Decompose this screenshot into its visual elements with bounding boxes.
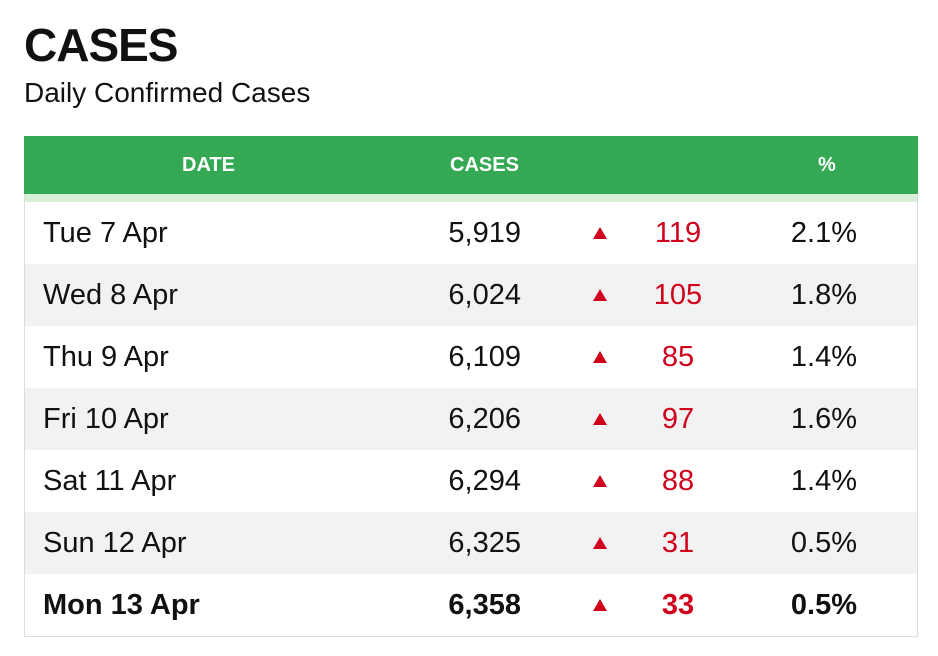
header-accent-bar [25,194,917,202]
triangle-up-icon [592,202,608,264]
row-cases: 6,109 [448,341,521,373]
row-change: 31 [661,527,695,559]
row-date: Mon 13 Apr [43,589,200,621]
table-row-latest: Mon 13 Apr 6,358 33 0.5% [25,574,917,636]
row-cases: 6,024 [448,279,521,311]
table-row: Wed 8 Apr 6,024 105 1.8% [25,264,917,326]
table-row: Sun 12 Apr 6,325 31 0.5% [25,512,917,574]
triangle-up-icon [592,388,608,450]
row-date: Wed 8 Apr [43,279,178,311]
table-header: DATE CASES % [24,136,918,194]
row-change: 97 [661,403,695,435]
row-date: Tue 7 Apr [43,217,168,249]
row-cases: 6,325 [448,527,521,559]
row-date: Thu 9 Apr [43,341,169,373]
row-date: Sat 11 Apr [43,465,177,497]
row-percent: 1.8% [790,279,857,311]
triangle-up-icon [592,450,608,512]
table-row: Thu 9 Apr 6,109 85 1.4% [25,326,917,388]
triangle-up-icon [592,574,608,636]
triangle-up-icon [592,264,608,326]
table-row: Tue 7 Apr 5,919 119 2.1% [25,202,917,264]
cases-table: DATE CASES % Tue 7 Apr 5,919 119 2.1% We… [24,136,918,637]
header-cases: CASES [450,154,519,176]
row-change: 33 [661,589,695,621]
row-cases: 6,206 [448,403,521,435]
row-cases: 5,919 [448,217,521,249]
row-percent: 0.5% [790,527,857,559]
row-percent: 0.5% [790,589,857,621]
row-percent: 1.4% [790,465,857,497]
triangle-up-icon [592,512,608,574]
row-percent: 1.6% [790,403,857,435]
row-percent: 1.4% [790,341,857,373]
triangle-up-icon [592,326,608,388]
page-subtitle: Daily Confirmed Cases [24,77,311,108]
row-cases: 6,358 [448,589,521,621]
header-percent: % [818,154,836,176]
row-change: 105 [653,279,703,311]
row-change: 88 [661,465,695,497]
page-title: CASES [24,19,178,71]
row-date: Fri 10 Apr [43,403,169,435]
row-cases: 6,294 [448,465,521,497]
row-date: Sun 12 Apr [43,527,187,559]
row-change: 85 [661,341,695,373]
row-percent: 2.1% [790,217,857,249]
table-row: Sat 11 Apr 6,294 88 1.4% [25,450,917,512]
header-date: DATE [182,154,235,176]
table-row: Fri 10 Apr 6,206 97 1.6% [25,388,917,450]
row-change: 119 [654,217,702,249]
